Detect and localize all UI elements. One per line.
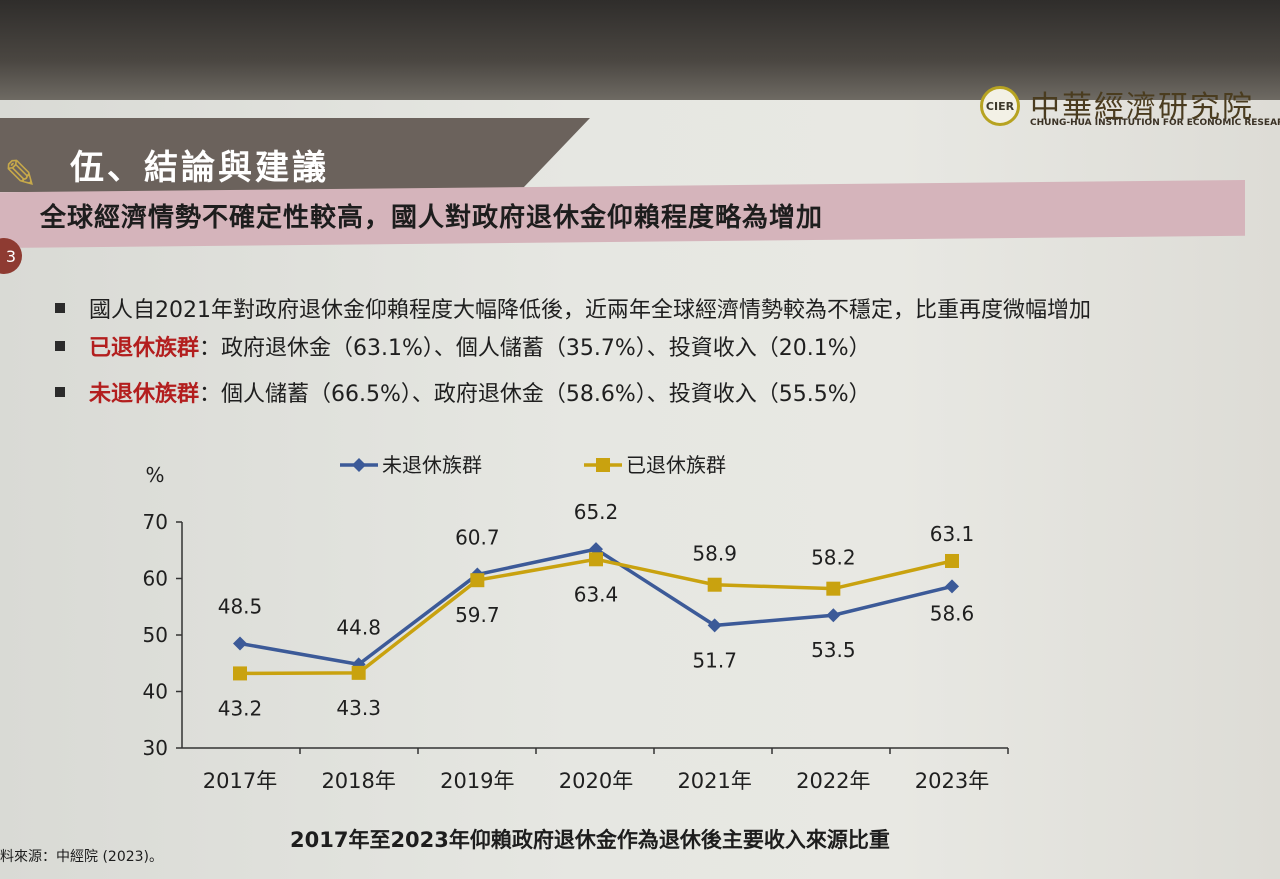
data-label: 63.4 bbox=[574, 582, 619, 606]
data-point-square bbox=[707, 577, 722, 592]
data-point-square bbox=[589, 552, 603, 567]
data-point-diamond bbox=[707, 618, 722, 633]
data-label: 59.7 bbox=[455, 603, 500, 627]
institution-logo: CIER 中華經濟研究院 CHUNG-HUA INSTITUTION FOR E… bbox=[980, 70, 1280, 140]
y-tick-label: 70 bbox=[143, 510, 168, 534]
bullet-square-icon bbox=[55, 387, 65, 397]
institution-name-en: CHUNG-HUA INSTITUTION FOR ECONOMIC RESEA… bbox=[1030, 118, 1280, 128]
data-label: 58.2 bbox=[811, 546, 856, 570]
data-label: 44.8 bbox=[336, 615, 381, 639]
data-label: 43.2 bbox=[218, 696, 263, 720]
data-point-diamond bbox=[826, 608, 841, 623]
subhead-bar bbox=[0, 180, 1245, 248]
bullet-text: ：個人儲蓄（66.5%）、政府退休金（58.6%）、投資收入（55.5%） bbox=[199, 382, 871, 407]
data-label: 63.1 bbox=[930, 522, 975, 546]
bullet-item: 國人自2021年對政府退休金仰賴程度大幅降低後，近兩年全球經濟情勢較為不穩定，比… bbox=[55, 292, 1091, 324]
y-axis-unit-label: % bbox=[145, 463, 164, 487]
source-note: 料來源：中經院 (2023)。 bbox=[0, 849, 164, 865]
bullet-text: ：政府退休金（63.1%）、個人儲蓄（35.7%）、投資收入（20.1%） bbox=[199, 336, 871, 361]
x-tick-label: 2020年 bbox=[559, 769, 633, 793]
cier-logo-icon: CIER bbox=[980, 86, 1020, 126]
x-tick-label: 2022年 bbox=[796, 769, 870, 793]
bullet-text: 國人自2021年對政府退休金仰賴程度大幅降低後，近兩年全球經濟情勢較為不穩定，比… bbox=[89, 298, 1091, 323]
y-tick-label: 30 bbox=[143, 736, 168, 760]
x-tick-label: 2019年 bbox=[440, 769, 514, 793]
y-tick-label: 50 bbox=[143, 623, 168, 647]
legend-label: 未退休族群 bbox=[382, 453, 482, 477]
bullet-square-icon bbox=[55, 303, 65, 313]
legend-label: 已退休族群 bbox=[626, 453, 726, 477]
subhead-title: 全球經濟情勢不確定性較高，國人對政府退休金仰賴程度略為增加 bbox=[40, 203, 824, 233]
data-label: 60.7 bbox=[455, 526, 500, 550]
bullet-item: 未退休族群 ：個人儲蓄（66.5%）、政府退休金（58.6%）、投資收入（55.… bbox=[55, 376, 871, 408]
data-label: 58.9 bbox=[692, 542, 737, 566]
data-label: 51.7 bbox=[692, 648, 737, 672]
data-point-square bbox=[945, 553, 959, 568]
x-tick-label: 2023年 bbox=[915, 769, 989, 793]
x-tick-label: 2021年 bbox=[677, 769, 751, 793]
legend-marker-square bbox=[596, 458, 610, 472]
data-label: 43.3 bbox=[336, 696, 381, 720]
data-point-square bbox=[233, 666, 247, 681]
bullet-prefix: 未退休族群 bbox=[89, 382, 200, 407]
section-banner bbox=[0, 118, 590, 192]
chart-title: 2017年至2023年仰賴政府退休金作為退休後主要收入來源比重 bbox=[290, 828, 890, 852]
data-point-square bbox=[470, 573, 485, 588]
data-label: 58.6 bbox=[930, 601, 975, 625]
x-tick-label: 2018年 bbox=[321, 769, 395, 793]
data-point-square bbox=[351, 665, 366, 680]
data-label: 65.2 bbox=[574, 500, 619, 524]
x-tick-label: 2017年 bbox=[203, 769, 277, 793]
institution-name-cn: 中華經濟研究院 bbox=[1030, 90, 1254, 125]
section-title: 伍、結論與建議 bbox=[70, 148, 329, 188]
legend-marker-diamond bbox=[352, 458, 366, 472]
data-point-diamond bbox=[233, 636, 247, 651]
data-point-square bbox=[826, 581, 841, 596]
data-point-diamond bbox=[945, 579, 959, 594]
data-label: 48.5 bbox=[218, 594, 263, 618]
bullet-square-icon bbox=[55, 341, 65, 351]
y-tick-label: 60 bbox=[143, 567, 168, 591]
pencil-icon: ✎ bbox=[4, 152, 38, 198]
y-tick-label: 40 bbox=[143, 680, 168, 704]
bullet-item: 已退休族群 ：政府退休金（63.1%）、個人儲蓄（35.7%）、投資收入（20.… bbox=[55, 330, 871, 362]
bullet-prefix: 已退休族群 bbox=[89, 336, 200, 361]
data-label: 53.5 bbox=[811, 638, 856, 662]
subhead-number-badge: 3 bbox=[0, 238, 22, 274]
